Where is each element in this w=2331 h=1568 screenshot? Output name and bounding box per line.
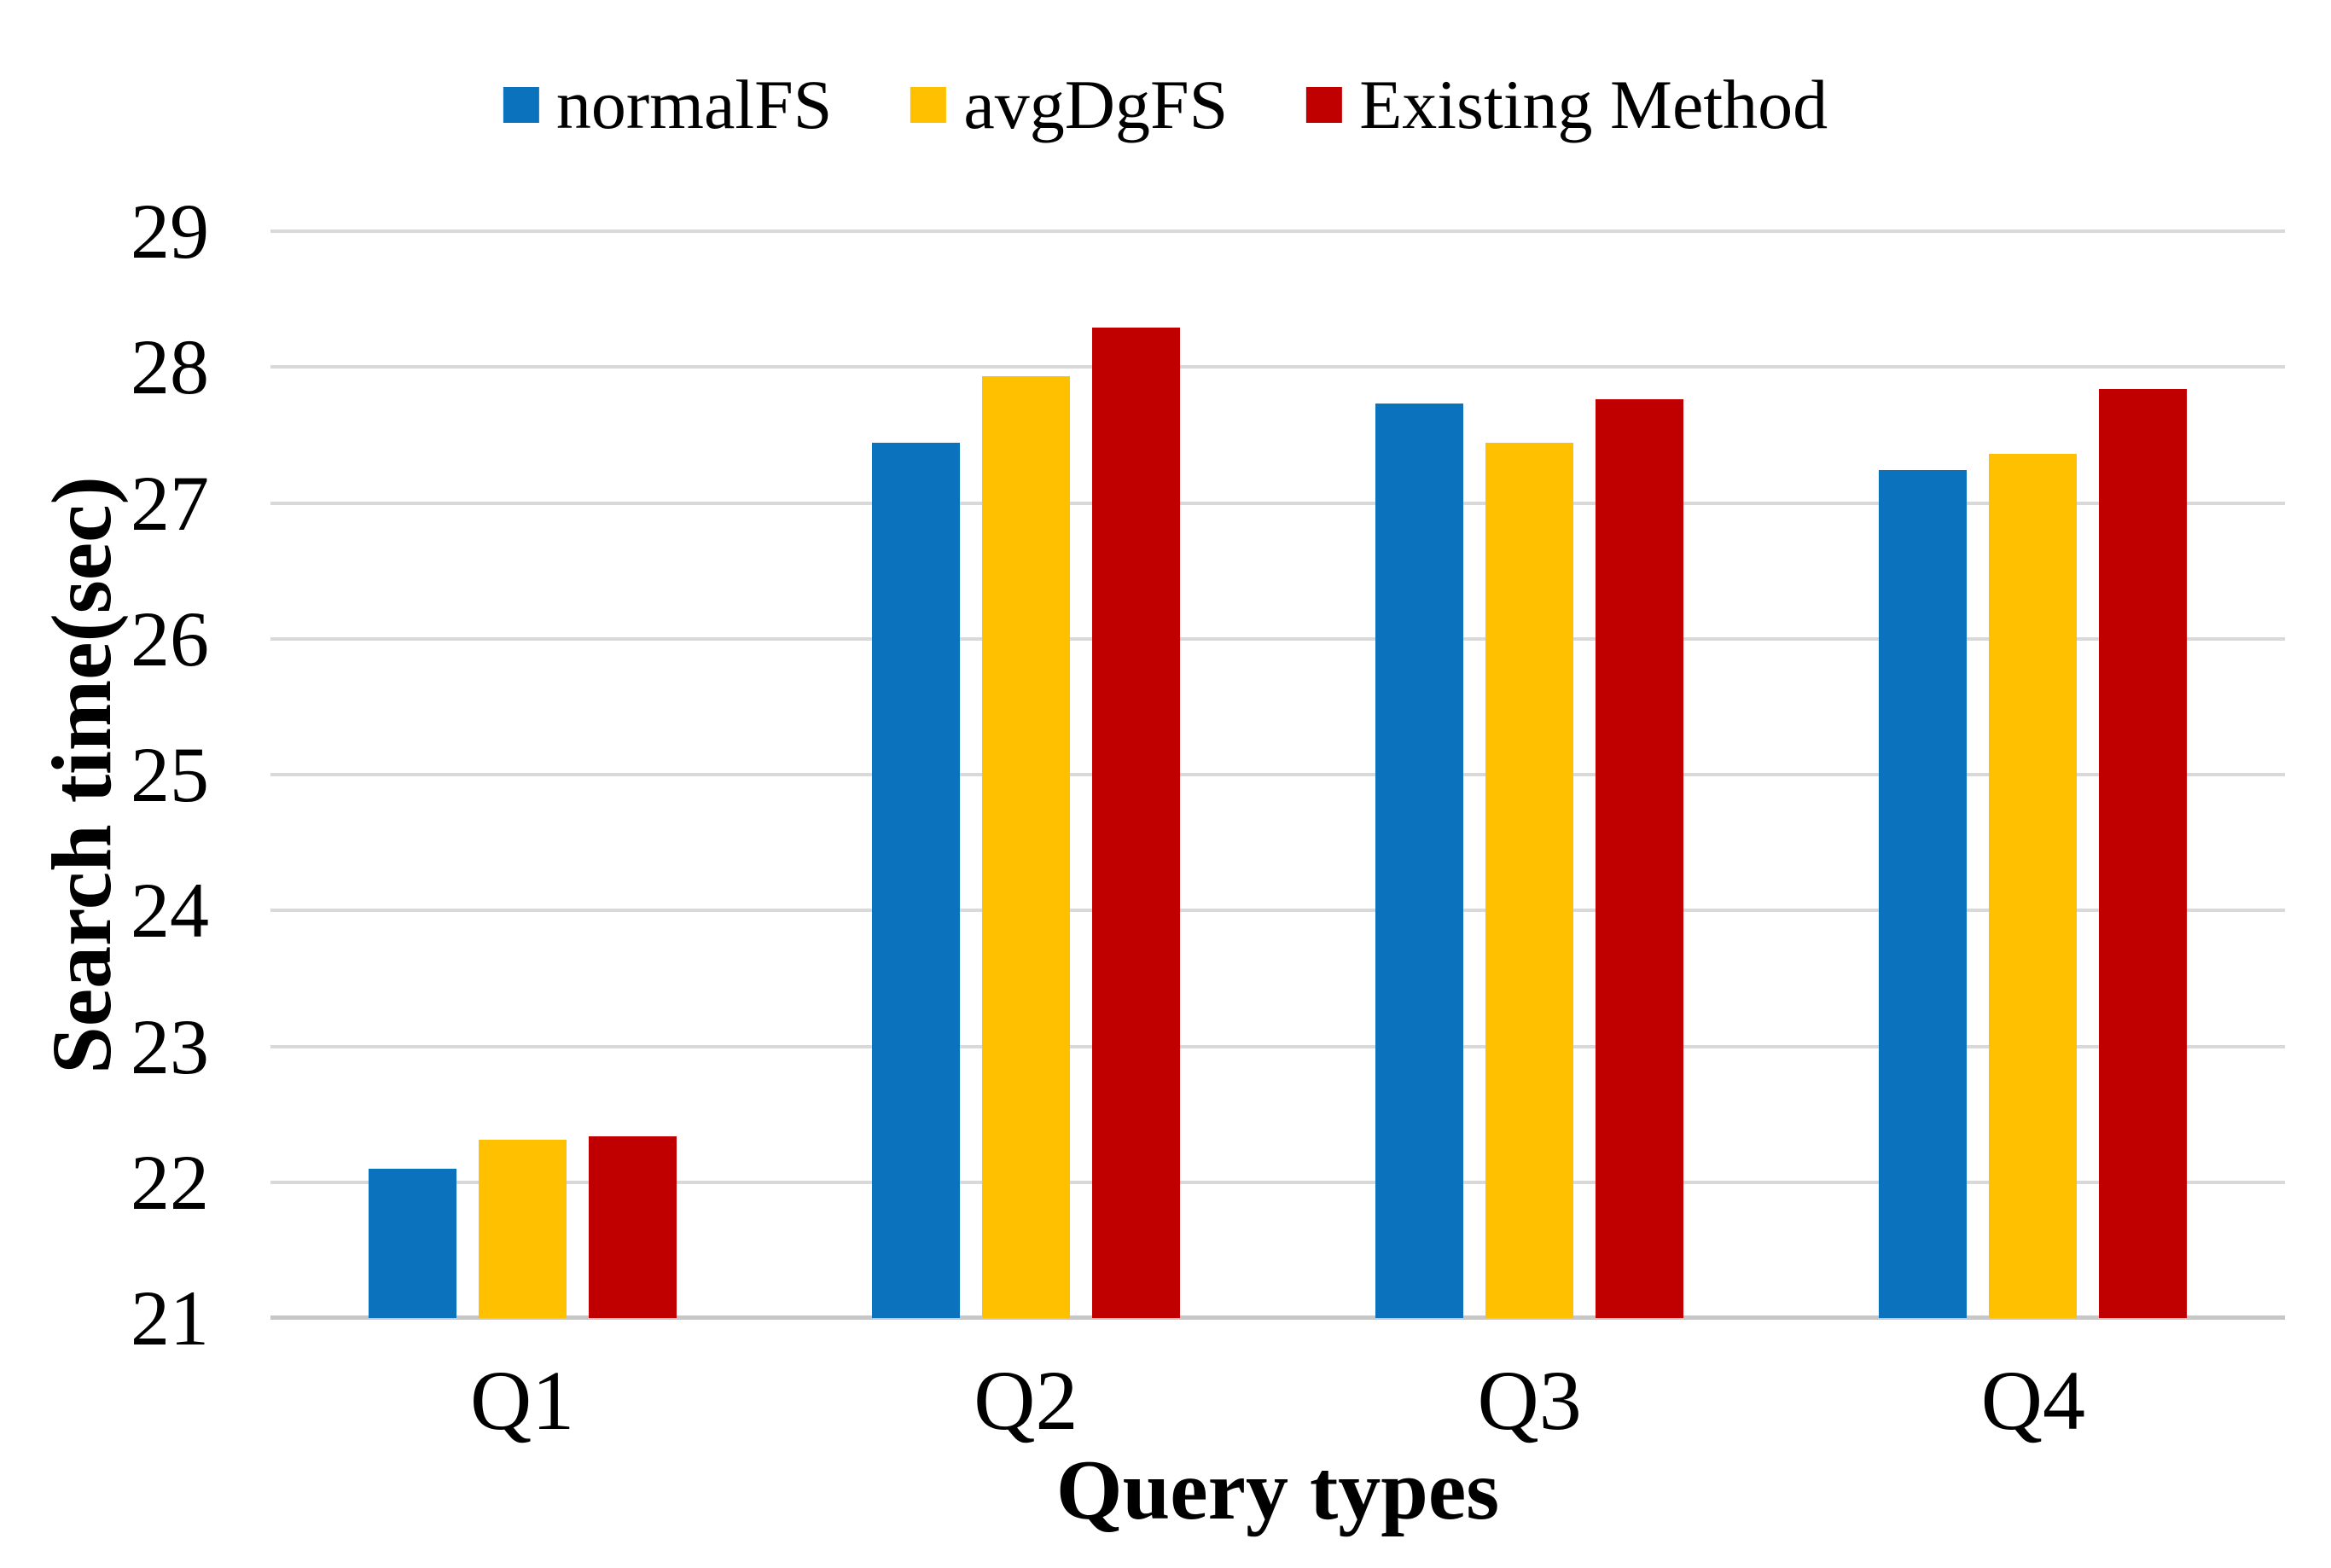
bar-existing-method-Q3 xyxy=(1596,399,1684,1318)
gridline-28 xyxy=(270,365,2285,369)
x-tick-label-Q3: Q3 xyxy=(1477,1353,1582,1448)
gridline-22 xyxy=(270,1180,2285,1184)
chart-legend: normalFS avgDgFS Existing Method xyxy=(503,70,1828,140)
legend-label: avgDgFS xyxy=(963,66,1229,143)
y-tick-label-29: 29 xyxy=(131,188,209,275)
gridline-24 xyxy=(270,909,2285,913)
gridline-26 xyxy=(270,636,2285,641)
y-tick-label-27: 27 xyxy=(131,459,209,547)
x-axis-title: Query types xyxy=(1055,1443,1500,1537)
gridline-23 xyxy=(270,1044,2285,1048)
bar-normalfs-Q4 xyxy=(1879,470,1968,1318)
y-axis-tick-labels: 21 22 23 24 25 26 27 28 29 xyxy=(0,192,209,1357)
bar-avgdgfs-Q4 xyxy=(1989,454,2078,1318)
y-tick-label-21: 21 xyxy=(131,1275,209,1362)
y-tick-label-25: 25 xyxy=(131,731,209,818)
legend-swatch-icon xyxy=(1306,87,1343,123)
bar-normalfs-Q1 xyxy=(368,1168,456,1318)
legend-label: Existing Method xyxy=(1359,66,1828,143)
gridline-25 xyxy=(270,773,2285,776)
legend-item-avgdgfs: avgDgFS xyxy=(910,70,1228,140)
x-tick-label-Q4: Q4 xyxy=(1980,1353,2085,1448)
x-tick-label-Q2: Q2 xyxy=(974,1353,1078,1448)
y-tick-label-23: 23 xyxy=(131,1002,209,1090)
bar-existing-method-Q1 xyxy=(588,1135,677,1318)
y-tick-label-22: 22 xyxy=(131,1138,209,1226)
x-axis-tick-labels: Q1 Q2 Q3 Q4 xyxy=(270,1341,2285,1461)
legend-swatch-icon xyxy=(910,87,947,123)
gridline-29 xyxy=(270,229,2285,233)
bar-existing-method-Q2 xyxy=(1091,328,1180,1318)
y-tick-label-26: 26 xyxy=(131,595,209,682)
bar-normalfs-Q3 xyxy=(1375,404,1464,1318)
gridline-27 xyxy=(270,501,2285,505)
y-tick-label-28: 28 xyxy=(131,323,209,411)
x-axis-line xyxy=(270,1315,2285,1320)
bar-normalfs-Q2 xyxy=(871,443,960,1318)
bar-avgdgfs-Q2 xyxy=(981,376,1070,1318)
legend-label: normalFS xyxy=(555,66,833,143)
legend-swatch-icon xyxy=(503,87,539,123)
bar-avgdgfs-Q1 xyxy=(478,1140,567,1318)
y-tick-label-24: 24 xyxy=(131,867,209,955)
bar-avgdgfs-Q3 xyxy=(1485,443,1574,1318)
plot-area xyxy=(270,229,2285,1320)
legend-item-existing-method: Existing Method xyxy=(1306,70,1828,140)
bar-existing-method-Q4 xyxy=(2099,388,2188,1318)
legend-item-normalfs: normalFS xyxy=(503,70,832,140)
x-tick-label-Q1: Q1 xyxy=(470,1353,575,1448)
